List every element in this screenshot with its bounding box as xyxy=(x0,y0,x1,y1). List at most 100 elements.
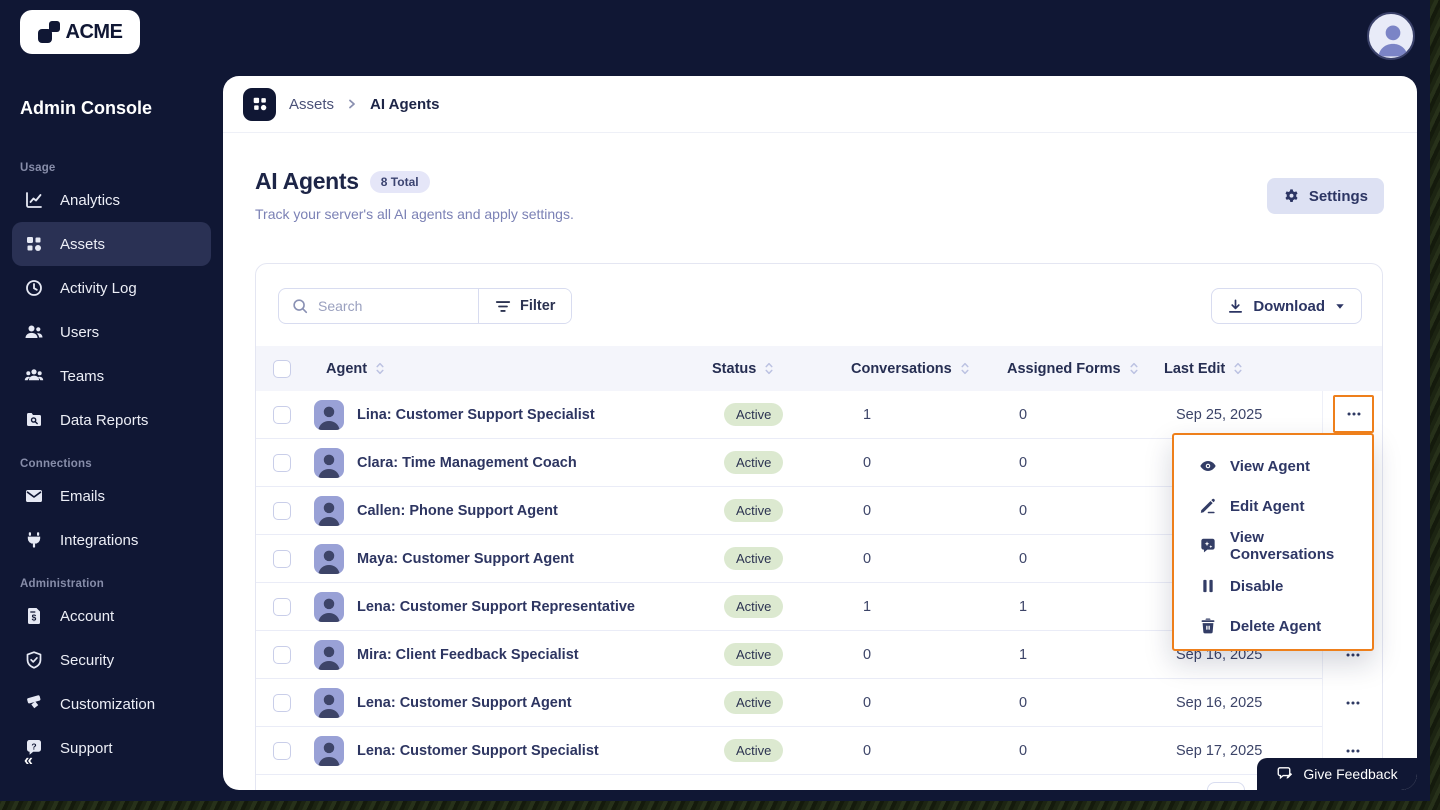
collapse-sidebar-icon[interactable]: « xyxy=(24,752,33,769)
sidebar-item-assets[interactable]: Assets xyxy=(12,222,211,266)
column-header-conversations[interactable]: Conversations xyxy=(851,360,952,377)
feedback-chat-icon xyxy=(1276,765,1294,783)
sidebar-item-users[interactable]: Users xyxy=(0,310,223,354)
sort-icon[interactable] xyxy=(1233,361,1243,376)
search-filter-group: Filter xyxy=(278,288,573,324)
sidebar-item-label: Integrations xyxy=(60,531,139,549)
status-badge: Active xyxy=(724,691,784,714)
sidebar-item-support[interactable]: ? Support xyxy=(0,726,223,770)
conversations-count: 0 xyxy=(863,550,872,567)
svg-text:?: ? xyxy=(31,741,36,751)
sidebar-item-activity-log[interactable]: Activity Log xyxy=(0,266,223,310)
sidebar-title: Admin Console xyxy=(20,98,153,118)
row-checkbox[interactable] xyxy=(273,741,291,760)
sidebar-item-label: Users xyxy=(60,323,100,341)
sidebar-item-analytics[interactable]: Analytics xyxy=(0,178,223,222)
data-reports-icon xyxy=(24,410,44,430)
status-badge: Active xyxy=(724,739,784,762)
assigned-forms-count: 0 xyxy=(1019,406,1028,423)
menu-item-edit-agent[interactable]: Edit Agent xyxy=(1174,486,1372,526)
agent-name[interactable]: Lena: Customer Support Representative xyxy=(357,598,635,615)
user-avatar[interactable] xyxy=(1367,12,1415,60)
section-label-connections: Connections xyxy=(20,458,92,470)
menu-item-disable[interactable]: Disable xyxy=(1174,566,1372,606)
row-checkbox[interactable] xyxy=(273,549,291,568)
search-input[interactable] xyxy=(318,298,448,314)
table-body: Lina: Customer Support Specialist Active… xyxy=(256,391,1382,775)
row-checkbox[interactable] xyxy=(273,405,291,424)
acme-logo[interactable]: ACME xyxy=(20,10,140,54)
sort-icon[interactable] xyxy=(375,361,385,376)
sidebar-item-customization[interactable]: Customization xyxy=(0,682,223,726)
column-header-agent[interactable]: Agent xyxy=(326,360,368,377)
total-count-badge: 8 Total xyxy=(369,170,430,193)
sidebar-item-emails[interactable]: Emails xyxy=(0,474,223,518)
sidebar-item-integrations[interactable]: Integrations xyxy=(0,518,223,562)
menu-item-view-agent[interactable]: View Agent xyxy=(1174,446,1372,486)
sort-icon[interactable] xyxy=(764,361,774,376)
sidebar-item-data-reports[interactable]: Data Reports xyxy=(0,398,223,442)
sidebar-item-label: Data Reports xyxy=(60,411,149,429)
agent-name[interactable]: Lena: Customer Support Specialist xyxy=(357,742,599,759)
give-feedback-label: Give Feedback xyxy=(1303,766,1398,782)
sort-icon[interactable] xyxy=(1129,361,1139,376)
row-checkbox[interactable] xyxy=(273,501,291,520)
chevron-right-icon xyxy=(346,98,358,110)
agent-name[interactable]: Lina: Customer Support Specialist xyxy=(357,406,595,423)
agent-name[interactable]: Clara: Time Management Coach xyxy=(357,454,577,471)
table-header-row: Agent Status Conversations Assigned Form… xyxy=(256,346,1382,391)
users-icon xyxy=(24,322,44,342)
column-header-last-edit[interactable]: Last Edit xyxy=(1164,360,1226,377)
agent-avatar xyxy=(314,591,344,622)
sidebar-item-teams[interactable]: Teams xyxy=(0,354,223,398)
brush-icon xyxy=(24,694,44,714)
menu-item-delete-agent[interactable]: Delete Agent xyxy=(1174,606,1372,646)
pause-icon xyxy=(1199,577,1217,595)
search-box xyxy=(279,289,478,323)
agent-avatar xyxy=(314,735,344,766)
agent-name[interactable]: Lena: Customer Support Agent xyxy=(357,694,572,711)
status-badge: Active xyxy=(724,595,784,618)
pagination-button-partial[interactable] xyxy=(1207,782,1245,790)
row-checkbox[interactable] xyxy=(273,693,291,712)
row-checkbox[interactable] xyxy=(273,597,291,616)
agent-avatar xyxy=(314,447,344,478)
row-actions-context-menu: View Agent Edit Agent View Conversations… xyxy=(1172,433,1374,651)
row-actions-button[interactable] xyxy=(1338,736,1368,766)
table-row: Clara: Time Management Coach Active 0 0 xyxy=(256,439,1382,487)
agent-avatar xyxy=(314,639,344,670)
select-all-checkbox[interactable] xyxy=(273,359,291,378)
download-button[interactable]: Download xyxy=(1211,288,1362,324)
invoice-icon: $ xyxy=(24,606,44,626)
status-badge: Active xyxy=(724,547,784,570)
sort-icon[interactable] xyxy=(960,361,970,376)
sidebar-item-label: Assets xyxy=(60,235,106,253)
assigned-forms-count: 0 xyxy=(1019,550,1028,567)
table-row: Lina: Customer Support Specialist Active… xyxy=(256,391,1382,439)
breadcrumb-assets-link[interactable]: Assets xyxy=(289,95,335,113)
agent-name[interactable]: Mira: Client Feedback Specialist xyxy=(357,646,579,663)
table-row: Lena: Customer Support Specialist Active… xyxy=(256,727,1382,775)
menu-item-view-conversations[interactable]: View Conversations xyxy=(1174,526,1372,566)
row-actions-button[interactable] xyxy=(1338,688,1368,718)
settings-button[interactable]: Settings xyxy=(1266,178,1384,214)
agent-name[interactable]: Callen: Phone Support Agent xyxy=(357,502,558,519)
row-checkbox[interactable] xyxy=(273,645,291,664)
column-header-assigned-forms[interactable]: Assigned Forms xyxy=(1007,360,1121,377)
agent-name[interactable]: Maya: Customer Support Agent xyxy=(357,550,574,567)
teams-icon xyxy=(24,366,44,386)
row-checkbox[interactable] xyxy=(273,453,291,472)
sidebar-item-account[interactable]: $ Account xyxy=(0,594,223,638)
assets-tile-icon xyxy=(243,87,276,121)
status-badge: Active xyxy=(724,403,784,426)
sidebar-item-security[interactable]: Security xyxy=(0,638,223,682)
row-actions-button[interactable] xyxy=(1338,640,1368,670)
filter-button[interactable]: Filter xyxy=(478,289,572,323)
column-header-status[interactable]: Status xyxy=(712,360,757,377)
page-title: AI Agents xyxy=(255,168,359,194)
conversations-count: 0 xyxy=(863,454,872,471)
menu-item-label: Delete Agent xyxy=(1230,617,1322,635)
trash-icon xyxy=(1199,617,1217,635)
row-actions-button-highlighted[interactable] xyxy=(1333,395,1374,433)
give-feedback-button[interactable]: Give Feedback xyxy=(1257,758,1417,790)
